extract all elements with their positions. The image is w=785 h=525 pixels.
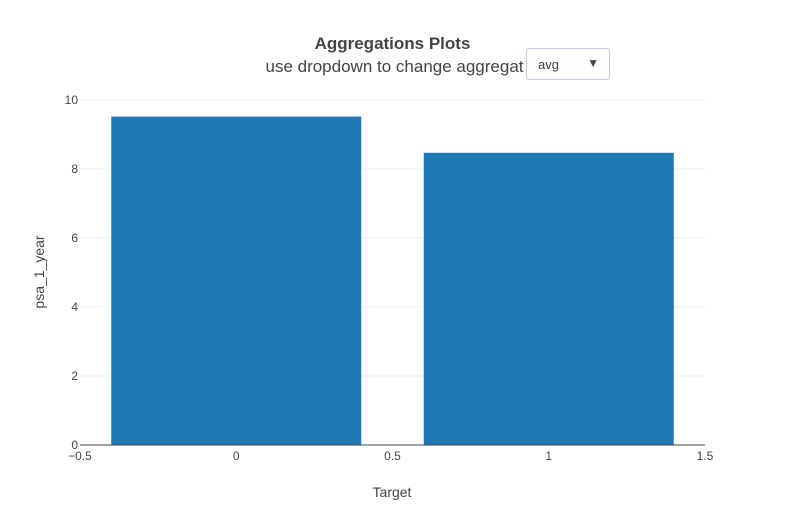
chart-subtitle-wrap: use dropdown to change aggregat [0,56,785,78]
triangle-down-icon: ▼ [587,56,599,70]
y-tick-label: 10 [65,93,79,107]
aggregation-dropdown[interactable]: avg ▼ [526,48,610,80]
y-tick-label: 8 [71,162,78,176]
x-axis-title: Target [373,484,412,500]
aggregation-dropdown-value: avg [538,57,559,72]
y-tick-label: 4 [71,300,78,314]
x-tick-label: 0.5 [384,449,401,463]
y-tick-labels: 0 2 4 6 8 10 [65,93,79,452]
x-tick-labels: −0.5 0 0.5 1 1.5 [68,449,714,463]
bars [111,116,674,445]
y-axis-title: psa_1_year [31,235,47,309]
chart-title: Aggregations Plots [314,34,471,53]
y-tick-label: 2 [71,369,78,383]
x-tick-label: 1 [545,449,552,463]
bar-target-1[interactable] [423,152,674,445]
x-tick-label: −0.5 [68,449,92,463]
y-tick-label: 6 [71,231,78,245]
y-tick-label: 0 [71,438,78,452]
x-tick-label: 0 [233,449,240,463]
bar-target-0[interactable] [111,116,362,445]
chart-subtitle: use dropdown to change aggregat [265,57,524,76]
x-tick-label: 1.5 [697,449,714,463]
